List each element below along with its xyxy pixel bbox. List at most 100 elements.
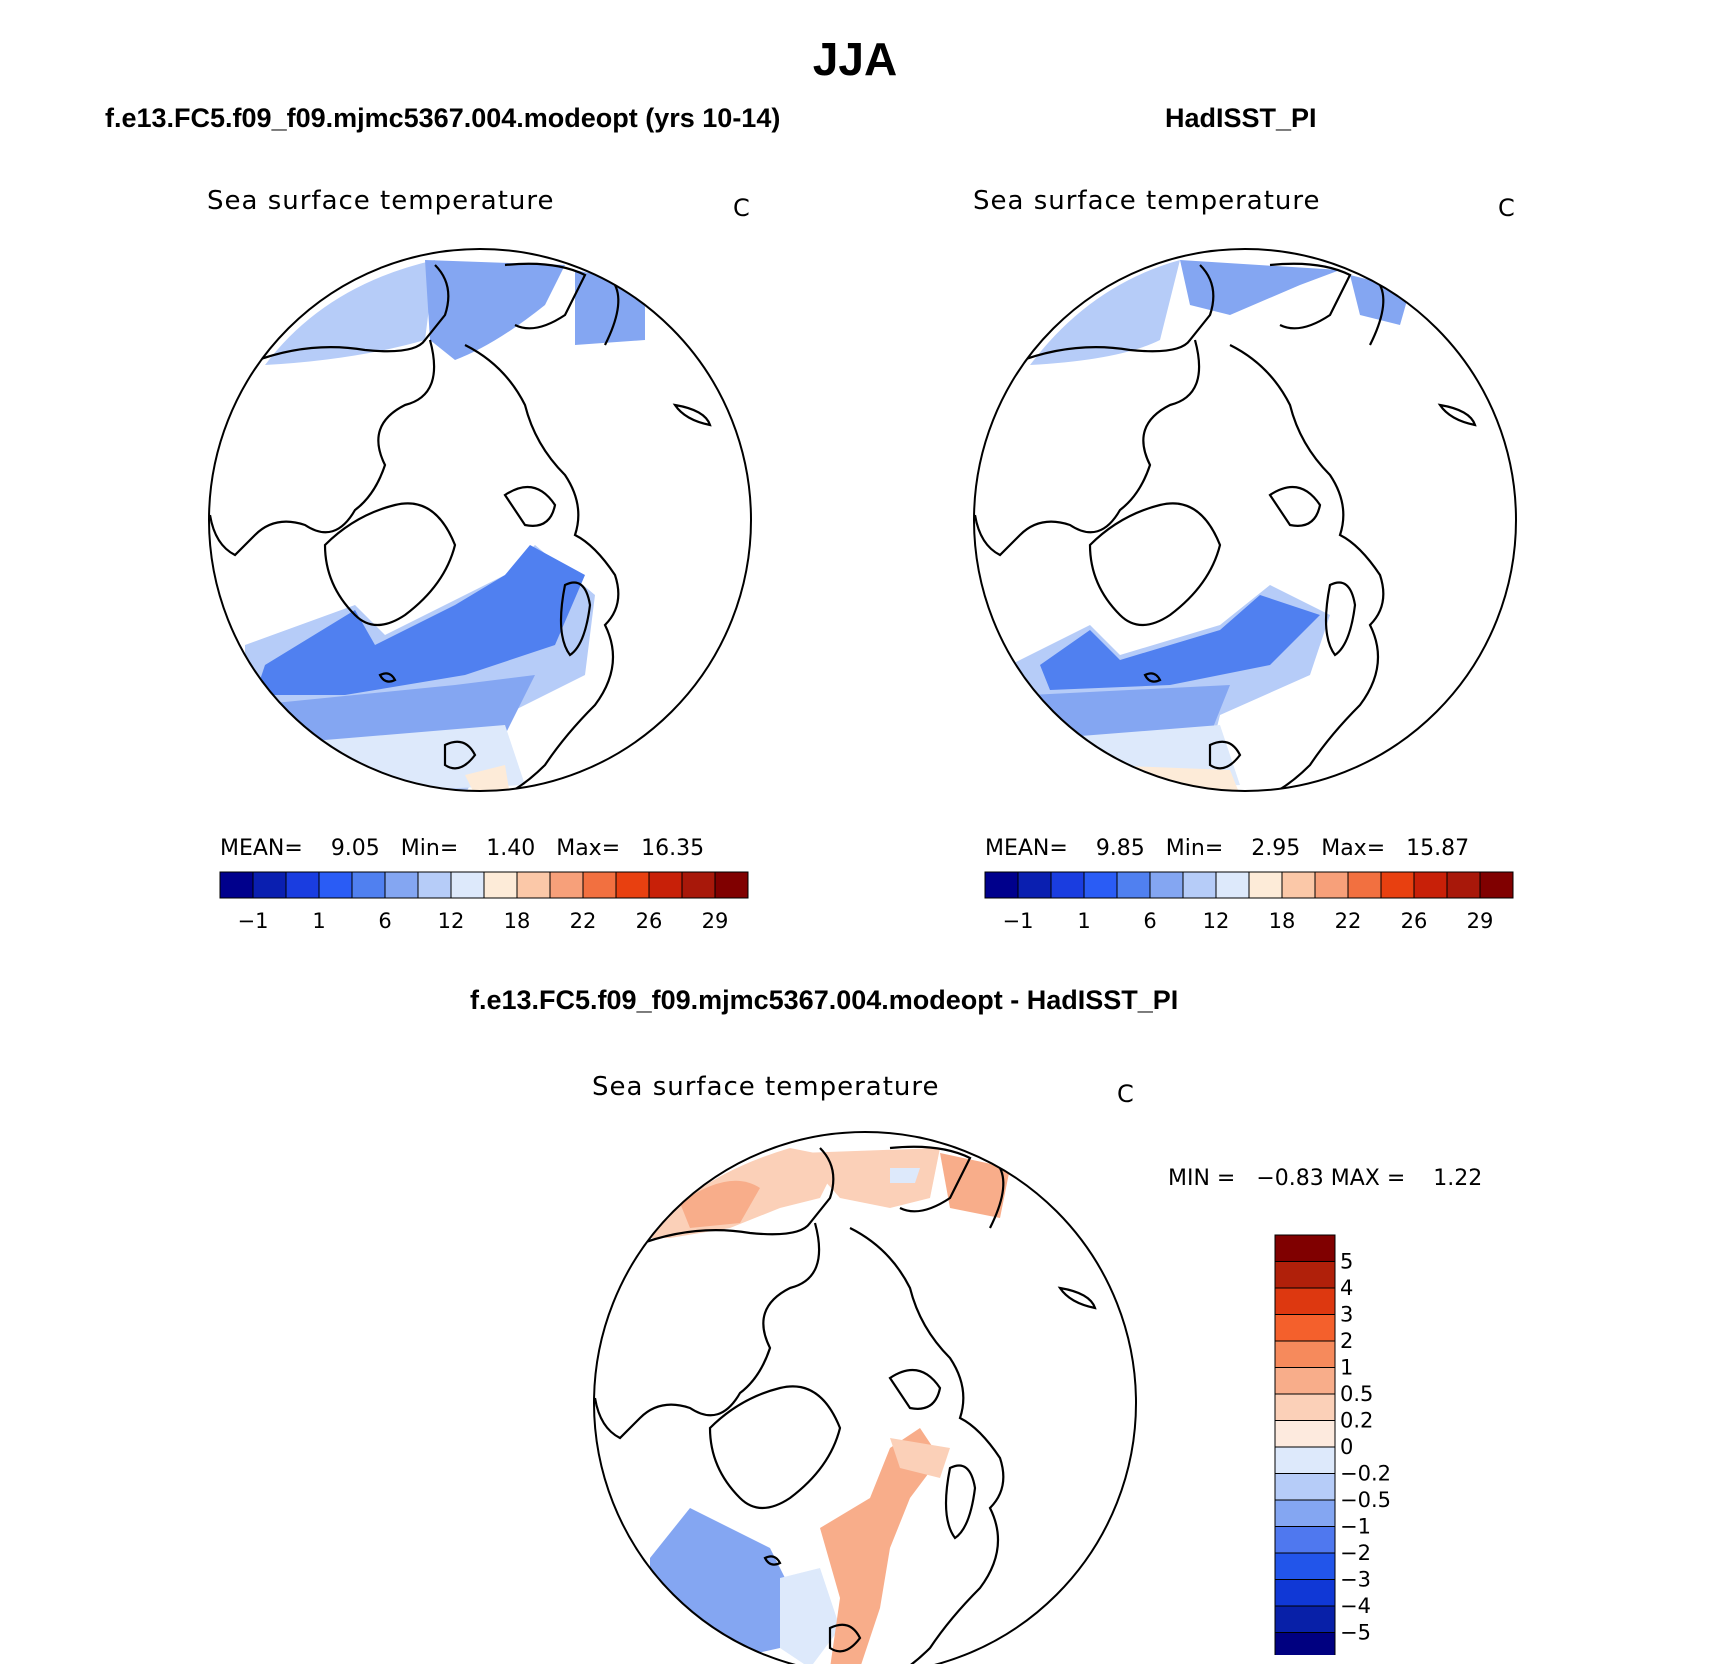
colorbar-swatch (285, 871, 320, 899)
colorbar-tick-label: 1 (1340, 1356, 1353, 1380)
stats-min-value: 2.95 (1251, 836, 1301, 861)
diff-field-nordic-warm (820, 1428, 940, 1664)
stats-obs: MEAN= 9.85 Min= 2.95 Max= 15.87 (985, 836, 1469, 861)
colorbar-swatch (549, 871, 584, 899)
colorbar-swatch (1274, 1234, 1336, 1262)
colorbar-swatch (1274, 1393, 1336, 1421)
colorbar-tick-label: 3 (1340, 1303, 1353, 1327)
sst-field-atlantic-mid (1030, 685, 1230, 740)
colorbar-swatch (615, 871, 650, 899)
colorbar-swatch (1274, 1314, 1336, 1342)
colorbar-swatch (1274, 1261, 1336, 1289)
colorbar-tick-label: 18 (1269, 909, 1296, 933)
colorbar-swatch (984, 871, 1019, 899)
colorbar-tick-label: 6 (1143, 909, 1156, 933)
panel-title-obs: HadISST_PI (1165, 103, 1317, 133)
colorbar-swatch (1380, 871, 1415, 899)
sst-field-pacific-west (1030, 260, 1180, 365)
panel-title-model: f.e13.FC5.f09_f09.mjmc5367.004.modeopt (… (105, 103, 781, 133)
sst-field-pacific-west (265, 260, 435, 365)
colorbar-swatch (219, 871, 254, 899)
colorbar-swatch (1274, 1420, 1336, 1448)
stats-max-value: 15.87 (1406, 836, 1470, 861)
stats-min-value: −0.83 (1256, 1166, 1324, 1191)
colorbar-swatch (648, 871, 683, 899)
stats-min-label: MIN = (1168, 1166, 1236, 1191)
map-boundary (593, 1131, 1137, 1664)
colorbar-tick-label: 22 (1335, 909, 1362, 933)
panel-title-diff: f.e13.FC5.f09_f09.mjmc5367.004.modeopt -… (470, 985, 1179, 1015)
colorbar-tick-label: −1 (1340, 1515, 1371, 1539)
stats-mean-value: 9.05 (330, 836, 380, 861)
stats-max-label: Max= (1321, 836, 1386, 861)
stats-max-value: 1.22 (1433, 1166, 1483, 1191)
stats-max-label: MAX = (1330, 1166, 1406, 1191)
diff-field-bering (800, 1148, 940, 1208)
stats-min-label: Min= (1165, 836, 1224, 861)
colorbar-swatch (714, 871, 749, 899)
polar-map-obs (973, 248, 1517, 792)
colorbar-swatch (582, 871, 617, 899)
colorbar-tick-label: −0.5 (1340, 1488, 1391, 1512)
colorbar-swatch (1248, 871, 1283, 899)
diff-field-bering-warm (940, 1153, 1010, 1218)
variable-label-model: Sea surface temperature (207, 186, 555, 216)
colorbar-swatch (318, 871, 353, 899)
colorbar-tick-label: 2 (1340, 1329, 1353, 1353)
colorbar-swatch (1413, 871, 1448, 899)
colorbar-diff: 54 32 10.5 0.20 −0.2−0.5 −1−2 −3−4 −5 (1274, 1234, 1391, 1655)
stats-diff: MIN = −0.83 MAX = 1.22 (1168, 1166, 1482, 1191)
diff-field-pacific-warm (680, 1180, 760, 1228)
colorbar-tick-label: 0 (1340, 1435, 1353, 1459)
coastlines (974, 262, 1477, 791)
colorbar-swatch (1274, 1287, 1336, 1315)
sst-field-warm-patch (465, 765, 510, 791)
colorbar-swatch (1182, 871, 1217, 899)
colorbar-tick-label: −3 (1340, 1568, 1371, 1592)
colorbar-tick-label: 6 (378, 909, 391, 933)
sst-field-atlantic-deep (1040, 595, 1320, 690)
colorbar-tick-label: 5 (1340, 1250, 1353, 1274)
map-boundary (208, 248, 752, 792)
colorbar-swatch (1274, 1579, 1336, 1607)
colorbar-tick-label: −1 (238, 909, 269, 933)
colorbar-swatch (1281, 871, 1316, 899)
colorbar-swatch (1274, 1340, 1336, 1368)
colorbar-tick-label: 1 (312, 909, 325, 933)
diff-field-barents (890, 1438, 950, 1478)
colorbar-tick-label: 18 (504, 909, 531, 933)
stats-min-value: 1.40 (486, 836, 536, 861)
colorbar-swatch (252, 871, 287, 899)
stats-mean-label: MEAN= (220, 836, 303, 861)
colorbar-swatch (1274, 1605, 1336, 1633)
coastlines (594, 1145, 1097, 1664)
sst-field-bering (1180, 260, 1340, 315)
colorbar-tick-label: −0.2 (1340, 1462, 1391, 1486)
colorbar-swatch (1274, 1632, 1336, 1655)
sst-field-atlantic-deep (255, 545, 585, 695)
colorbar-tick-label: 12 (1203, 909, 1230, 933)
colorbar-swatch (1149, 871, 1184, 899)
colorbar-obs: −1 1 6 12 18 22 26 29 (984, 871, 1514, 933)
colorbar-swatch (1274, 1473, 1336, 1501)
colorbar-swatch (1274, 1499, 1336, 1527)
colorbar-model: −1 1 6 12 18 22 26 29 (219, 871, 749, 933)
colorbar-swatch (1215, 871, 1250, 899)
stats-max-label: Max= (556, 836, 621, 861)
colorbar-tick-label: 26 (1401, 909, 1428, 933)
colorbar-swatch (1116, 871, 1151, 899)
colorbar-tick-label: 22 (570, 909, 597, 933)
colorbar-tick-label: 29 (702, 909, 729, 933)
colorbar-tick-label: 0.2 (1340, 1409, 1373, 1433)
colorbar-swatch (1274, 1367, 1336, 1395)
stats-mean-value: 9.85 (1095, 836, 1145, 861)
colorbar-tick-label: −4 (1340, 1594, 1371, 1618)
colorbar-swatch (1446, 871, 1481, 899)
colorbar-swatch (1274, 1552, 1336, 1580)
colorbar-swatch (1050, 871, 1085, 899)
units-label-diff: C (1117, 1080, 1134, 1108)
colorbar-swatch (681, 871, 716, 899)
stats-min-label: Min= (400, 836, 459, 861)
colorbar-swatch (1083, 871, 1118, 899)
polar-map-model (208, 248, 752, 792)
